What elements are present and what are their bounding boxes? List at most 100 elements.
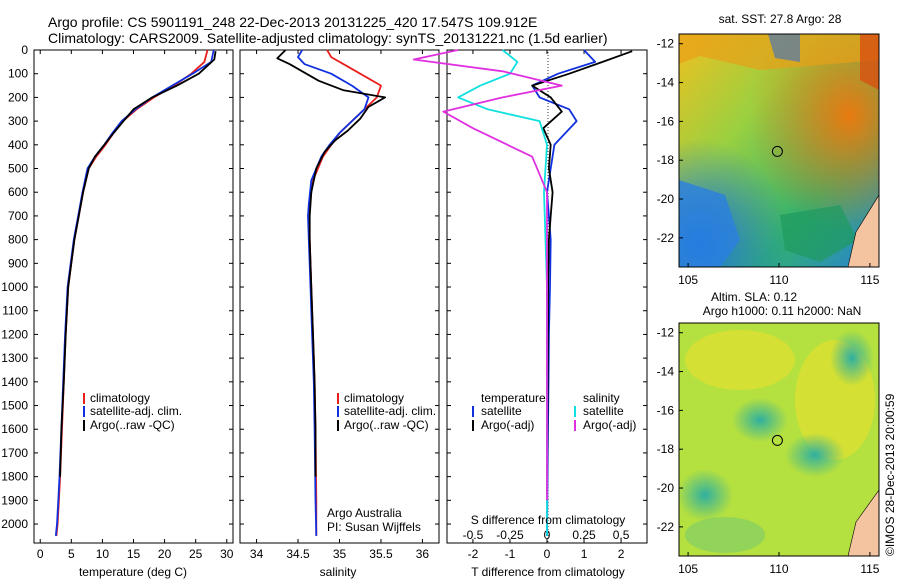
x-tick-label: 34 <box>250 547 264 561</box>
lat-tick-label: -20 <box>657 192 675 206</box>
temperature-plot-frame <box>33 49 234 544</box>
lat-tick-label: -18 <box>657 153 675 167</box>
legend-label-satellite: satellite-adj. clim. <box>90 404 182 418</box>
x2-tick-label: -0.5 <box>463 528 484 542</box>
depth-tick-label: 100 <box>8 67 28 81</box>
depth-tick-label: 1300 <box>1 351 28 365</box>
sla-lon-axis: 105 110 115 <box>678 552 880 576</box>
series-line-argo-raw-qc- <box>59 51 217 477</box>
x-tick-label: 20 <box>158 547 172 561</box>
sst-map: sat. SST: 27.8 Argo: 28 105 110 115 -12 -14… <box>657 12 880 287</box>
depth-tick-label: 400 <box>8 138 28 152</box>
lat-tick-label: -14 <box>657 365 675 379</box>
x-tick-label: -2 <box>468 547 479 561</box>
difference-legend: temperature salinity satellite Argo(-adj… <box>472 391 636 432</box>
x-tick-label: 0 <box>37 547 44 561</box>
x-tick-label: 36 <box>416 547 430 561</box>
x-tick-label: 35 <box>333 547 347 561</box>
temperature-lines <box>54 49 217 536</box>
legend-label-s-satellite: satellite <box>583 404 624 418</box>
header-line-1: Argo profile: CS 5901191_248 22-Dec-2013… <box>48 14 537 30</box>
depth-tick-label: 1400 <box>1 375 28 389</box>
legend-title-temperature: temperature <box>481 391 546 405</box>
argo-position-marker <box>771 434 783 446</box>
legend-label-satellite: satellite-adj. clim. <box>344 404 436 418</box>
depth-tick-label: 1100 <box>2 304 28 318</box>
depth-tick-label: 600 <box>8 185 28 199</box>
temperature-x-label: temperature (deg C) <box>79 565 187 579</box>
x-tick-label: 2 <box>618 547 625 561</box>
x2-tick-label: -0.25 <box>496 528 524 542</box>
difference-panel: -2 -1 0 1 2 -0.5 -0.25 0 0.25 0.5 temperature sa… <box>412 49 648 579</box>
legend-label-climatology: climatology <box>90 391 150 405</box>
legend-label-t-satellite: satellite <box>481 404 522 418</box>
sla-map: Altim. SLA: 0.12 Argo h1000: 0.11 h2000:… <box>657 290 880 576</box>
annotation-argo-australia: Argo Australia <box>327 506 402 520</box>
lat-tick-label: -12 <box>657 326 675 340</box>
series-line-t-argo-adj- <box>531 50 633 501</box>
legend-label-argo: Argo(..raw -QC) <box>344 418 429 432</box>
header-line-2: Climatology: CARS2009. Satellite-adjuste… <box>48 30 608 46</box>
argo-position-marker <box>771 145 783 157</box>
sst-field <box>679 34 879 267</box>
depth-tick-label: 200 <box>8 90 28 104</box>
depth-tick-label: 300 <box>8 114 28 128</box>
difference-x2-label: S difference from climatology <box>471 513 626 527</box>
salinity-plot-frame <box>239 49 440 544</box>
depth-tick-label: 800 <box>8 233 28 247</box>
x2-tick-label: 0.5 <box>613 528 630 542</box>
depth-tick-label: 1000 <box>1 280 28 294</box>
imos-credit: ©IMOS 28-Dec-2013 20:00:59 <box>883 393 897 556</box>
lon-tick-label: 110 <box>769 273 788 287</box>
legend-label-climatology: climatology <box>344 391 404 405</box>
annotation-pi: PI: Susan Wijffels <box>327 520 421 534</box>
x-tick-label: 25 <box>189 547 203 561</box>
lon-tick-label: 115 <box>860 273 879 287</box>
sst-lon-axis: 105 110 115 <box>678 263 880 287</box>
depth-tick-label: 1900 <box>1 493 28 507</box>
sla-field <box>679 323 879 556</box>
lon-tick-label: 105 <box>678 273 698 287</box>
temperature-legend: climatology satellite-adj. clim. Argo(..… <box>83 391 182 432</box>
salinity-lines <box>276 49 387 536</box>
x-tick-label: 30 <box>220 547 234 561</box>
lat-tick-label: -22 <box>657 520 675 534</box>
x-tick-label: 0 <box>544 547 551 561</box>
depth-tick-label: 500 <box>8 162 28 176</box>
lat-tick-label: -16 <box>657 403 675 417</box>
x-tick-label: 10 <box>96 547 110 561</box>
depth-tick-label: 2000 <box>1 517 28 531</box>
lon-tick-label: 115 <box>860 562 879 576</box>
lat-tick-label: -22 <box>657 231 675 245</box>
depth-tick-label: 900 <box>8 256 28 270</box>
depth-tick-label: 700 <box>8 209 28 223</box>
salinity-legend: climatology satellite-adj. clim. Argo(..… <box>337 391 436 432</box>
legend-label-s-argo: Argo(-adj) <box>583 418 636 432</box>
sst-lat-axis: -12 -14 -16 -18 -20 -22 <box>657 37 683 245</box>
x-tick-label: 35.5 <box>369 547 393 561</box>
difference-x-label: T difference from climatology <box>471 565 625 579</box>
depth-tick-label: 0 <box>21 43 28 57</box>
sst-map-title: sat. SST: 27.8 Argo: 28 <box>719 12 842 26</box>
lat-tick-label: -18 <box>657 442 675 456</box>
lon-tick-label: 105 <box>678 562 698 576</box>
x-tick-label: 34.5 <box>286 547 310 561</box>
legend-label-argo: Argo(..raw -QC) <box>90 418 175 432</box>
legend-label-t-argo: Argo(-adj) <box>481 418 534 432</box>
salinity-panel: 34 34.5 35 35.5 36 climatology satellite-adj… <box>239 49 440 579</box>
temperature-x-axis: 0 5 10 15 20 25 30 <box>34 49 234 561</box>
series-line-argo-raw-qc- <box>276 49 387 477</box>
lon-tick-label: 110 <box>769 562 788 576</box>
lat-tick-label: -14 <box>657 76 675 90</box>
lat-tick-label: -12 <box>657 37 675 51</box>
sla-map-title-1: Altim. SLA: 0.12 <box>711 290 797 304</box>
difference-lines <box>412 49 633 536</box>
depth-tick-label: 1800 <box>1 470 28 484</box>
sla-lat-axis: -12 -14 -16 -18 -20 -22 <box>657 326 683 534</box>
x-tick-label: 1 <box>581 547 588 561</box>
x2-tick-label: 0.25 <box>572 528 596 542</box>
lat-tick-label: -20 <box>657 481 675 495</box>
depth-tick-label: 1600 <box>1 422 28 436</box>
lat-tick-label: -16 <box>657 114 675 128</box>
